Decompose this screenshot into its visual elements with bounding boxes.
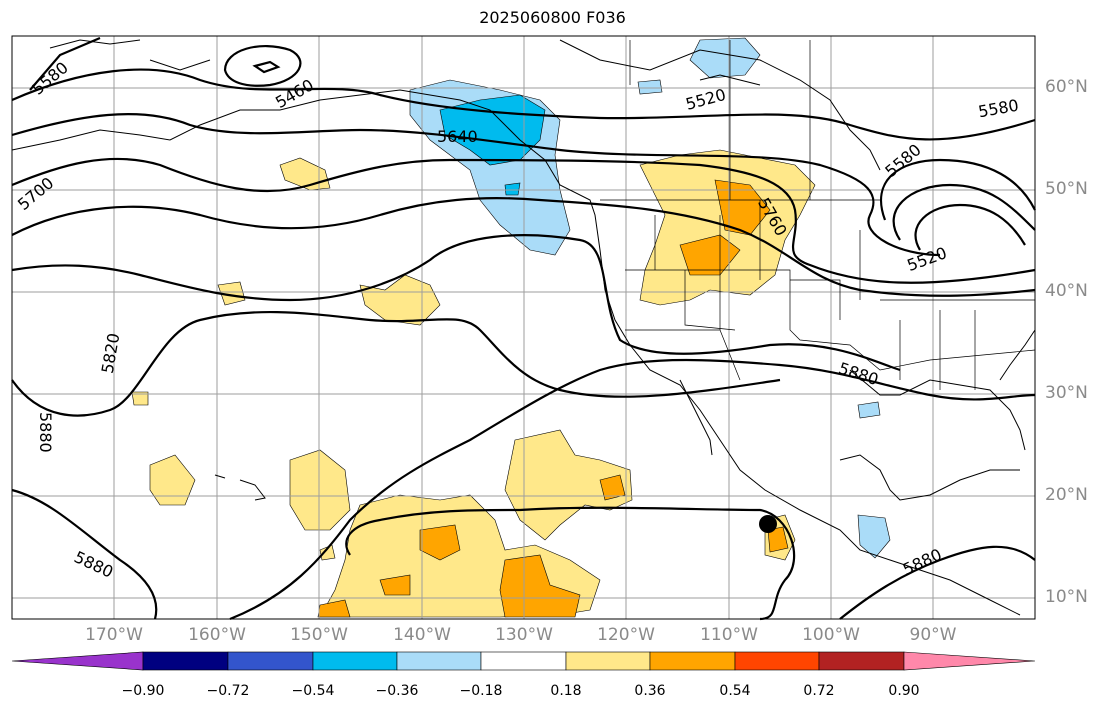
colorbar-segment [312, 651, 398, 671]
lat-label: 60°N [1045, 77, 1088, 97]
contour-label: 5640 [437, 127, 478, 146]
colorbar-tick-label: 0.36 [634, 683, 666, 699]
negative-anomaly-shading [409, 37, 891, 559]
colorbar-tick-label: 0.54 [719, 683, 751, 699]
lon-label: 120°W [597, 625, 655, 645]
lon-label: 100°W [802, 625, 860, 645]
lon-label: 140°W [393, 625, 451, 645]
colorbar-tick-label: −0.72 [206, 683, 250, 699]
colorbar-min-extension [11, 651, 144, 671]
lon-label: 90°W [909, 625, 957, 645]
coastlines [11, 39, 1036, 616]
map-title: 2025060800 F036 [479, 8, 626, 27]
contour-label: 5880 [36, 412, 55, 453]
lon-label: 170°W [85, 625, 143, 645]
colorbar-max-extension [903, 651, 1036, 671]
colorbar-tick-label: 0.90 [888, 683, 920, 699]
lat-label: 10°N [1045, 587, 1088, 607]
colorbar-segment [565, 651, 651, 671]
colorbar-segment [396, 651, 482, 671]
lat-label: 40°N [1045, 281, 1088, 301]
height-contours [11, 36, 1036, 621]
colorbar-segment [818, 651, 905, 671]
colorbar-tick-label: 0.72 [803, 683, 835, 699]
map-frame [11, 35, 1036, 620]
colorbar-segment [227, 651, 314, 671]
colorbar-tick-label: 0.18 [550, 683, 582, 699]
lon-label: 110°W [700, 625, 758, 645]
colorbar-tick-label: −0.18 [459, 683, 503, 699]
graticule [12, 36, 1035, 619]
colorbar [11, 651, 1036, 671]
colorbar-segment [142, 651, 229, 671]
storm-center-marker [759, 515, 777, 533]
colorbar-segment [649, 651, 736, 671]
lon-label: 130°W [495, 625, 553, 645]
lon-label: 150°W [290, 625, 348, 645]
lon-label: 160°W [188, 625, 246, 645]
political-borders [600, 40, 1036, 390]
lat-label: 50°N [1045, 179, 1088, 199]
colorbar-tick-label: −0.90 [121, 683, 165, 699]
colorbar-segment [734, 651, 820, 671]
colorbar-tick-label: −0.36 [375, 683, 419, 699]
colorbar-segment [480, 651, 567, 671]
positive-anomaly-shading [131, 149, 816, 618]
lat-label: 20°N [1045, 485, 1088, 505]
colorbar-tick-label: −0.54 [291, 683, 335, 699]
lat-label: 30°N [1045, 383, 1088, 403]
